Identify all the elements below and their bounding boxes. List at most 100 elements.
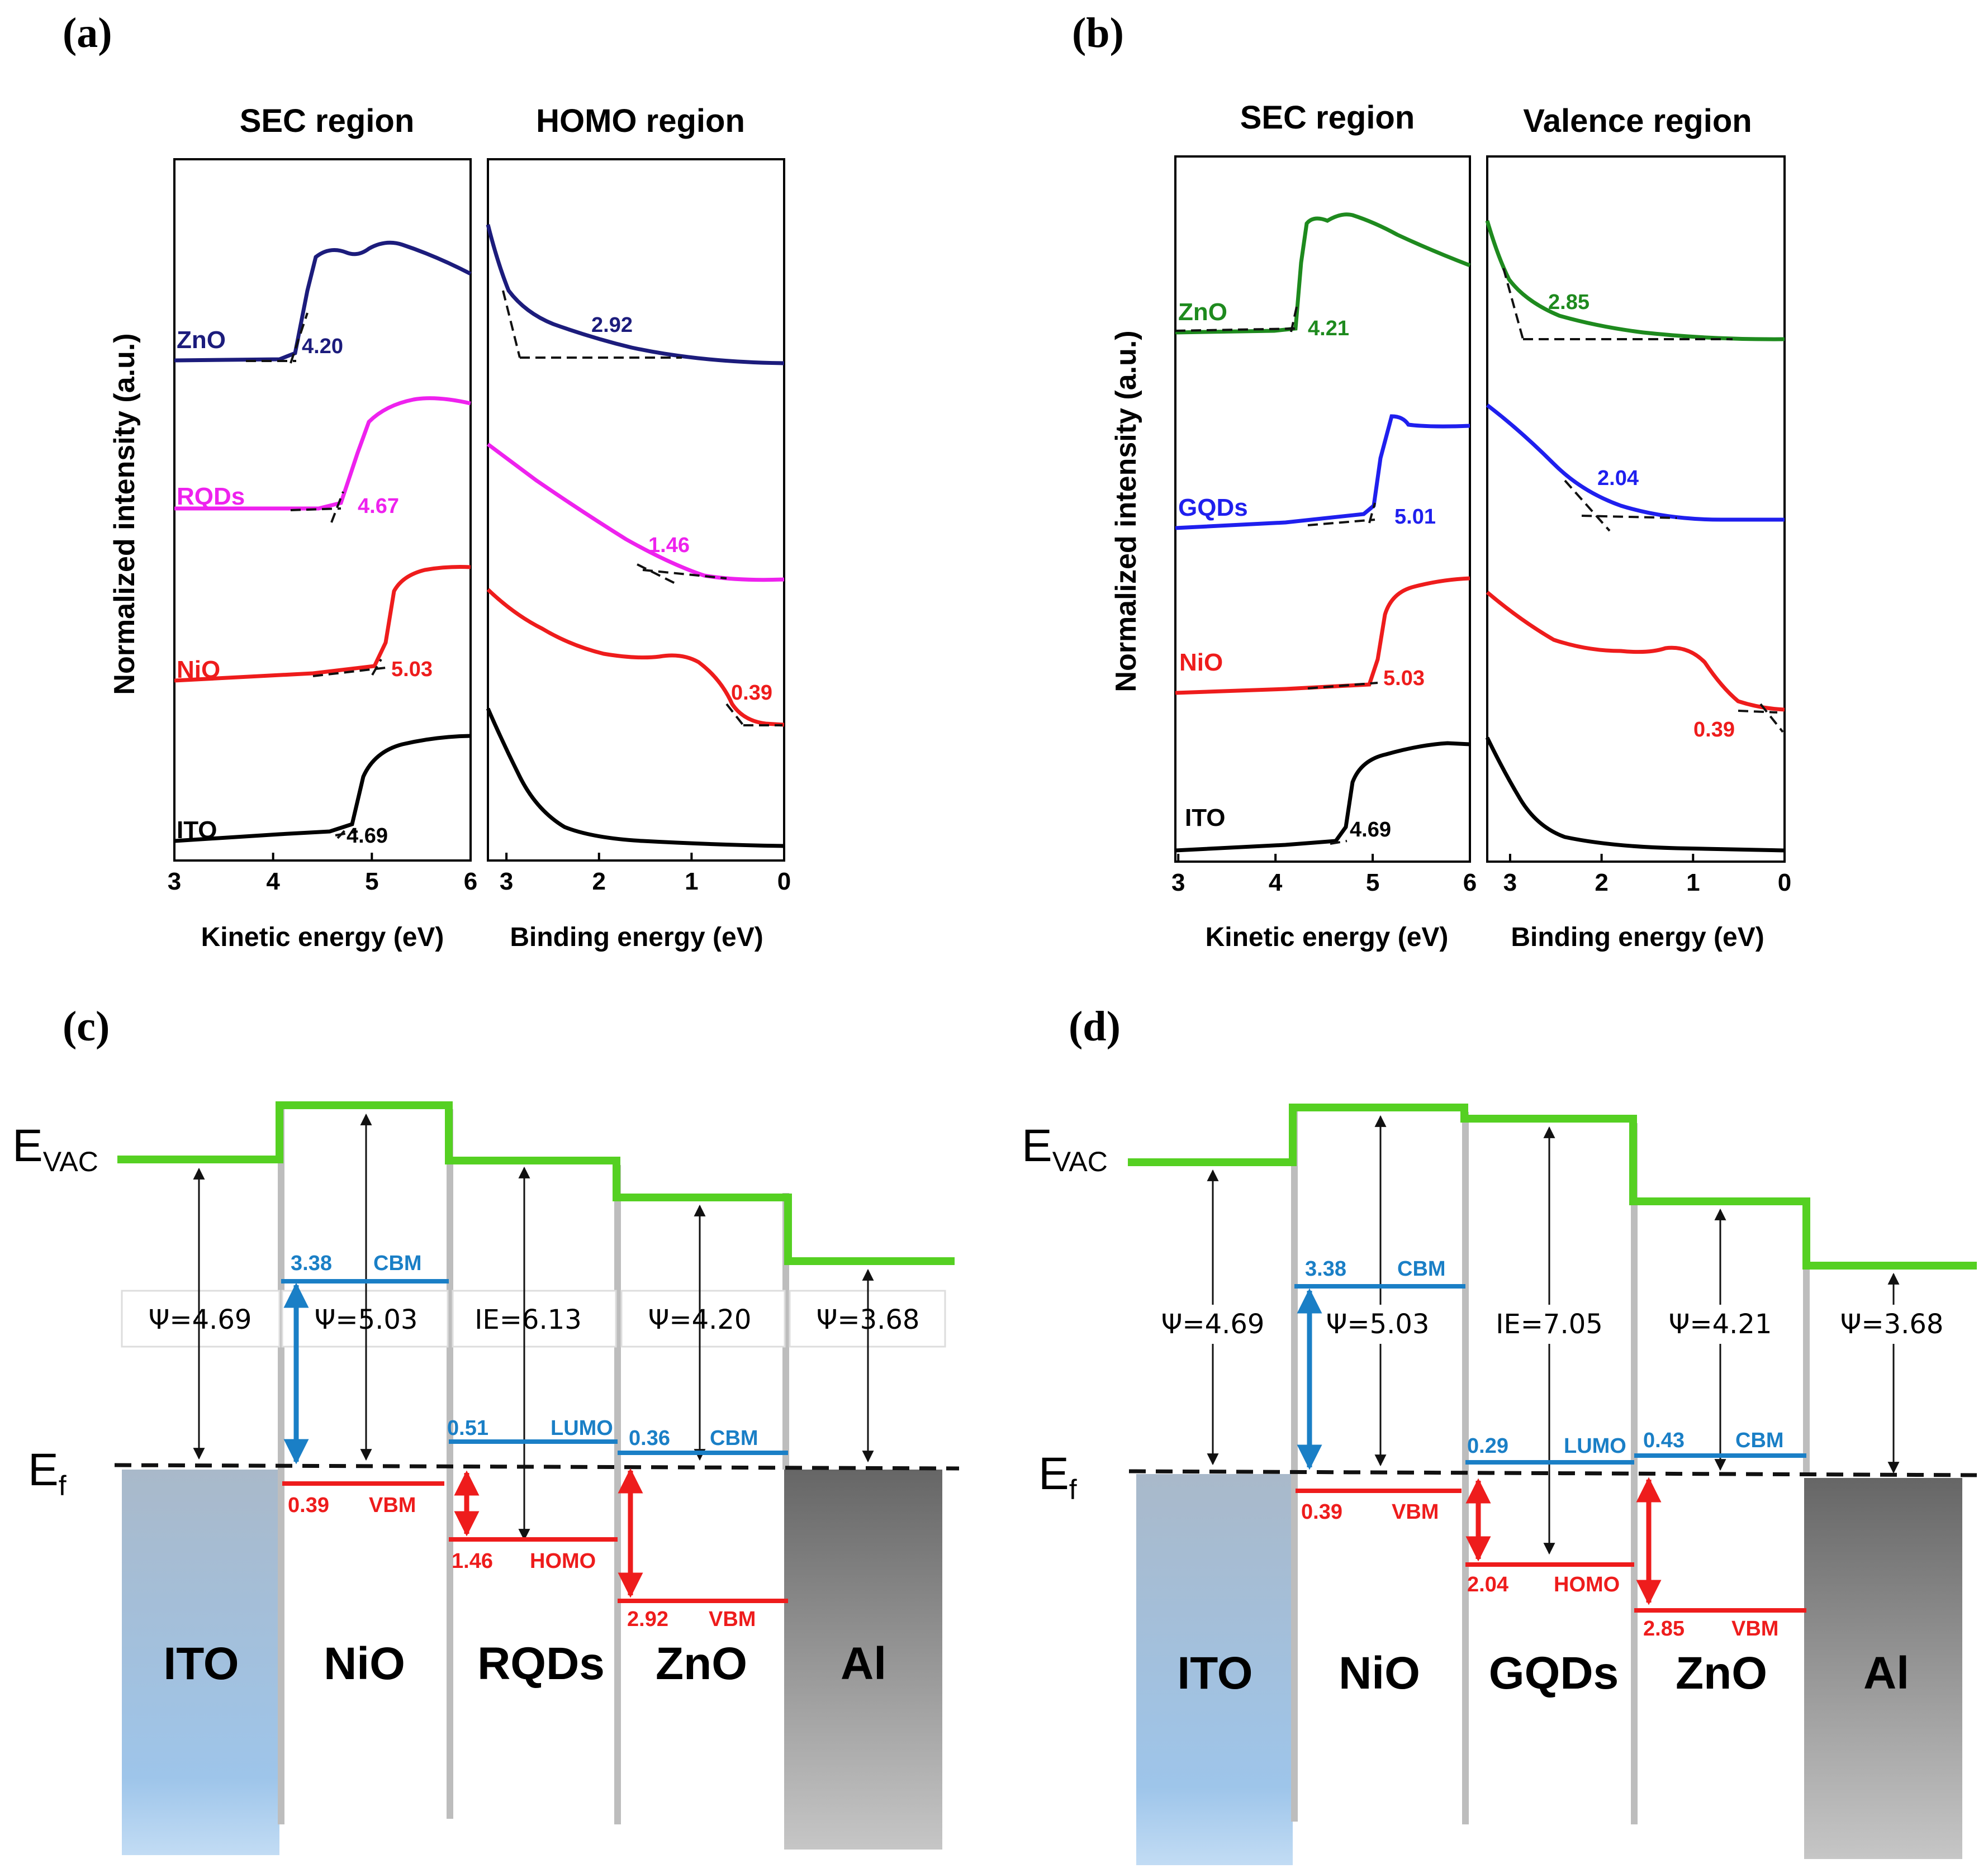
panel-a-tag: (a) [63,9,112,56]
panel-d-nio-vbm-value: 0.39 [1301,1500,1342,1524]
a-homo-tick-label: 1 [685,868,698,895]
panel-b-ito-sec-curve [1175,741,1470,853]
b-valence-tick-label: 2 [1595,869,1608,896]
panel-d-psi-zno: Ψ=4.21 [1669,1309,1772,1340]
panel-b-label-gqds: GQDs [1178,494,1248,521]
panel-d-al-electrode [1804,1478,1962,1859]
panel-d-layer-al: Al [1863,1648,1909,1699]
panel-a-right-header: HOMO region [536,103,745,139]
b-valence-tick-label: 0 [1778,869,1791,896]
panel-a-sec-value-rqds: 4.67 [358,495,399,518]
panel-b-gqds-valence-curve [1486,403,1785,522]
panel-d-layer-zno: ZnO [1676,1648,1767,1699]
panel-c-layer-zno: ZnO [656,1638,747,1689]
panel-c-vacuum-level [117,1101,955,1265]
panel-b-valence-value-zno: 2.85 [1548,291,1590,314]
panel-b-ylabel: Normalized intensity (a.u.) [1110,330,1142,692]
panel-c-layer-dividers [278,1109,789,1824]
panel-a-zno-sec-curve [174,240,472,363]
b-valence-tick-label: 3 [1503,869,1517,896]
panel-a-ito-sec-curve [174,734,471,843]
panel-a-ito-homo-curve [486,707,785,848]
panel-d-psi-nio: Ψ=5.03 [1326,1309,1430,1340]
panel-d-nio-cbm-label: CBM [1397,1257,1446,1281]
panel-b-valence-value-gqds: 2.04 [1597,467,1639,490]
panel-b-ito-valence-curve [1485,736,1785,853]
panel-c-psi-al: Ψ=3.68 [817,1304,920,1335]
panel-d-nio-cbm-value: 3.38 [1305,1257,1346,1281]
a-sec-tick-label: 4 [266,868,280,895]
panel-c-zno-vbm-value: 2.92 [627,1608,668,1631]
panel-a-nio-sec-curve [174,565,471,683]
panel-a-label-ito: ITO [177,816,217,844]
panel-b-ups-spectra: (b) SEC region Valence region Normalized… [1072,9,1791,952]
panel-c-rqds-homo-value: 1.46 [452,1549,493,1573]
panel-d-layer-dividers [1291,1109,1810,1824]
b-sec-tick-label: 5 [1366,869,1379,896]
panel-b-sec-tangents [1175,301,1378,845]
panel-a-rqds-sec-curve [174,396,471,511]
b-sec-tick-label: 4 [1269,869,1283,896]
panel-a-homo-value-rqds: 1.46 [648,534,690,557]
panel-a-ups-spectra: (a) SEC region HOMO region Normalized in… [63,9,791,952]
panel-a-label-zno: ZnO [177,326,226,354]
panel-c-psi-nio: Ψ=5.03 [315,1304,418,1335]
panel-c-ie-rqds: IE=6.13 [475,1304,582,1335]
panel-b-nio-valence-curve [1486,591,1785,712]
panel-b-valence-tangents [1502,268,1784,733]
panel-a-rqds-homo-curve [486,443,785,582]
panel-d-psi-ito: Ψ=4.69 [1161,1309,1265,1340]
panel-a-xlabel-right: Binding energy (eV) [510,923,763,952]
panel-b-zno-valence-curve [1485,220,1785,341]
panel-b-sec-frame [1174,155,1471,863]
panel-d-gqds-lumo-value: 0.29 [1467,1434,1508,1458]
panel-c-psi-ito: Ψ=4.69 [149,1304,252,1335]
panel-b-right-frame [1486,155,1786,863]
panel-d-psi-al: Ψ=3.68 [1840,1309,1944,1340]
panel-c-rqds-lumo-label: LUMO [551,1416,613,1440]
panel-a-homo-value-zno: 2.92 [591,313,633,337]
panel-b-nio-sec-curve [1175,576,1470,695]
panel-c-work-function-arrows [193,1113,874,1541]
panel-b-tag: (b) [1072,9,1124,56]
panel-d-gqds-homo-label: HOMO [1554,1573,1620,1596]
panel-b-xlabel-left: Kinetic energy (eV) [1206,923,1449,952]
panel-c-ito-electrode [122,1470,279,1855]
panel-c-psi-zno: Ψ=4.20 [648,1304,752,1335]
panel-a-homo-tangents [502,290,782,726]
panel-c-layer-ito: ITO [163,1638,239,1689]
panel-a-sec-value-zno: 4.20 [302,335,343,358]
panel-d-energy-diagram: (d) EVAC Ef Ψ=4.69 Ψ=5.03 IE=7 [1022,1003,1977,1865]
panel-c-layer-nio: NiO [324,1638,405,1689]
panel-c-zno-cbm-value: 0.36 [629,1427,670,1450]
panel-b-zno-sec-curve [1175,212,1471,335]
panel-c-nio-cbm-value: 3.38 [291,1252,332,1275]
panel-a-sec-value-nio: 5.03 [391,658,433,681]
panel-a-sec-value-ito: 4.69 [347,824,388,848]
panel-c-al-electrode [784,1470,942,1850]
panel-b-sec-value-ito: 4.69 [1350,818,1391,842]
panel-a-label-rqds: RQDs [177,483,245,510]
panel-d-psi-backgrounds [1146,1305,1956,1344]
panel-c-zno-vbm-label: VBM [709,1608,756,1631]
panel-a-ylabel: Normalized intensity (a.u.) [108,333,141,695]
panel-a-label-nio: NiO [177,656,220,683]
panel-b-sec-value-zno: 4.21 [1308,317,1349,340]
panel-d-tag: (d) [1069,1003,1121,1050]
a-sec-tick-label: 5 [365,868,378,895]
panel-d-ef-label: Ef [1038,1448,1077,1505]
a-sec-tick-label: 3 [168,868,181,895]
panel-d-zno-cbm-value: 0.43 [1643,1429,1685,1452]
panel-b-sec-value-gqds: 5.01 [1394,505,1436,529]
panel-c-rqds-homo-label: HOMO [530,1549,596,1573]
panel-b-label-zno: ZnO [1178,298,1227,326]
panel-c-energy-diagram: (c) EVAC Ef Ψ=4.69 Ψ=5.03 IE=6 [12,1003,960,1855]
panel-d-fermi-level [1128,1469,1977,1477]
panel-a-sec-header: SEC region [240,103,415,139]
panel-d-nio-vbm-label: VBM [1392,1500,1439,1524]
panel-d-gqds-homo-value: 2.04 [1467,1573,1508,1596]
panel-c-fermi-level [114,1463,960,1471]
panel-d-zno-vbm-label: VBM [1731,1617,1778,1641]
